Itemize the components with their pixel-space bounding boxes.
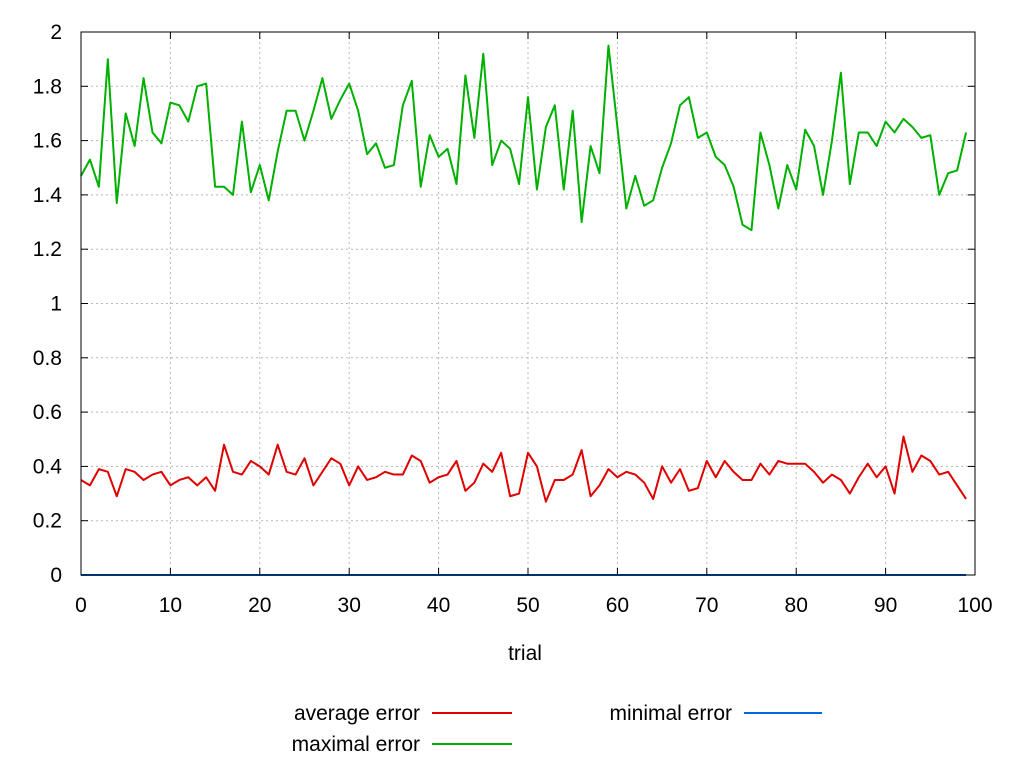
legend-label: maximal error (292, 733, 420, 756)
x-tick-label: 0 (75, 594, 87, 617)
legend-label: average error (294, 702, 420, 725)
y-tick-label: 0.8 (33, 347, 62, 370)
y-tick-label: 2 (50, 21, 62, 44)
y-axis-ticks: 0 0.2 0.4 0.6 0.8 1 1.2 1.4 1.6 1.8 2 (33, 21, 975, 587)
x-tick-label: 20 (248, 594, 271, 617)
y-tick-label: 1.2 (33, 238, 62, 261)
x-tick-label: 40 (427, 594, 450, 617)
x-tick-label: 60 (606, 594, 629, 617)
x-tick-label: 90 (874, 594, 897, 617)
x-axis-ticks: 0 10 20 30 40 50 60 70 80 90 100 (75, 32, 993, 617)
y-tick-label: 1.8 (33, 75, 62, 98)
series-lines (80, 44, 968, 576)
legend: average error maximal error minimal error (292, 702, 822, 756)
x-tick-label: 10 (159, 594, 182, 617)
y-tick-label: 0.6 (33, 401, 62, 424)
y-tick-label: 0 (50, 564, 62, 587)
y-tick-label: 1.4 (33, 184, 63, 207)
legend-item: minimal error (609, 702, 822, 725)
x-tick-label: 50 (516, 594, 539, 617)
y-tick-label: 1.6 (33, 130, 62, 153)
y-tick-label: 0.4 (33, 455, 63, 478)
y-tick-label: 0.2 (33, 510, 62, 533)
x-tick-label: 80 (785, 594, 808, 617)
y-tick-label: 1 (50, 293, 62, 316)
x-tick-label: 30 (338, 594, 361, 617)
series-line-average-error (80, 435, 967, 503)
legend-item: maximal error (292, 733, 512, 756)
series-line-maximal-error (80, 44, 968, 232)
legend-item: average error (294, 702, 512, 725)
x-tick-label: 70 (695, 594, 718, 617)
x-tick-label: 100 (957, 594, 992, 617)
grid (81, 32, 975, 575)
x-axis-label: trial (508, 642, 542, 665)
legend-label: minimal error (609, 702, 732, 725)
